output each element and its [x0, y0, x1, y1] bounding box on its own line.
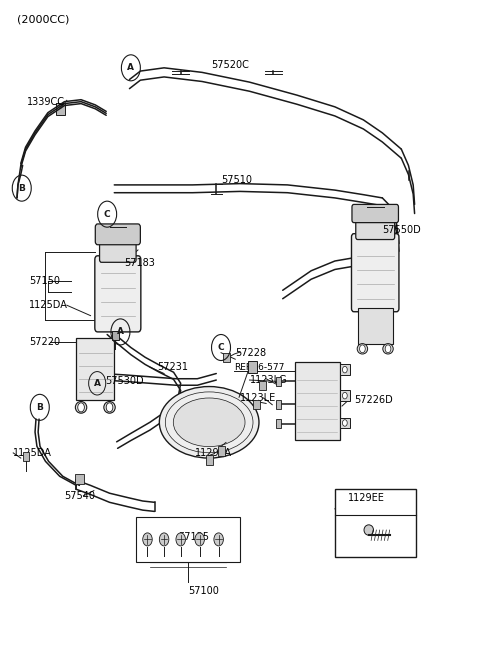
Text: 57100: 57100: [188, 586, 219, 596]
Text: 57226D: 57226D: [354, 394, 393, 405]
Bar: [76, 338, 114, 400]
Circle shape: [106, 403, 113, 412]
Bar: [259, 380, 265, 390]
Bar: [75, 474, 84, 484]
Bar: [248, 361, 256, 373]
FancyBboxPatch shape: [352, 205, 398, 222]
Text: 57550D: 57550D: [383, 226, 421, 236]
Bar: [56, 103, 65, 115]
Text: 57530D: 57530D: [105, 377, 144, 386]
Text: B: B: [36, 403, 43, 412]
Bar: [335, 489, 416, 557]
Text: C: C: [218, 343, 224, 352]
Bar: [358, 308, 393, 344]
FancyBboxPatch shape: [96, 224, 140, 245]
Circle shape: [214, 533, 223, 546]
Circle shape: [176, 533, 185, 546]
FancyBboxPatch shape: [356, 216, 395, 239]
Bar: [340, 418, 350, 428]
Text: 57220: 57220: [29, 337, 60, 347]
FancyBboxPatch shape: [95, 256, 141, 332]
Circle shape: [159, 533, 169, 546]
Circle shape: [360, 345, 365, 353]
Bar: [276, 419, 281, 428]
Circle shape: [195, 533, 204, 546]
Ellipse shape: [104, 401, 115, 413]
Bar: [340, 365, 350, 375]
Circle shape: [78, 403, 84, 412]
Bar: [340, 390, 350, 401]
Text: 1129EE: 1129EE: [348, 493, 385, 503]
Ellipse shape: [357, 344, 368, 354]
Ellipse shape: [364, 525, 373, 535]
Text: A: A: [94, 379, 101, 388]
Ellipse shape: [159, 386, 259, 458]
Ellipse shape: [383, 344, 393, 354]
Bar: [206, 455, 214, 465]
Text: 1123LG: 1123LG: [250, 375, 287, 385]
Text: A: A: [117, 327, 124, 337]
Bar: [276, 377, 281, 386]
Text: 1129LA: 1129LA: [195, 448, 232, 458]
Text: 1125DA: 1125DA: [13, 448, 52, 458]
Text: 57540: 57540: [64, 491, 96, 501]
Text: B: B: [18, 184, 25, 193]
Bar: [223, 353, 229, 362]
Text: 57150: 57150: [29, 276, 60, 286]
Bar: [112, 331, 119, 340]
Ellipse shape: [173, 398, 245, 447]
Bar: [218, 445, 225, 456]
Circle shape: [385, 345, 391, 353]
Text: 57510: 57510: [221, 174, 252, 185]
Text: 57183: 57183: [124, 258, 155, 268]
Ellipse shape: [75, 401, 87, 413]
Text: 1339CC: 1339CC: [26, 96, 64, 107]
Text: (2000CC): (2000CC): [17, 14, 70, 24]
FancyBboxPatch shape: [99, 237, 136, 262]
Text: 57135: 57135: [179, 533, 209, 543]
Bar: [23, 452, 29, 461]
Text: 57228: 57228: [235, 348, 266, 358]
Bar: [136, 517, 240, 562]
FancyBboxPatch shape: [351, 234, 399, 312]
Text: A: A: [127, 64, 134, 72]
Text: C: C: [104, 210, 110, 218]
Text: 1123LE: 1123LE: [240, 393, 276, 403]
Bar: [295, 362, 340, 440]
Text: 57231: 57231: [157, 362, 188, 372]
Circle shape: [342, 367, 347, 373]
Text: 57520C: 57520C: [212, 60, 250, 70]
Bar: [253, 400, 260, 409]
Bar: [276, 400, 281, 409]
Text: REF.56-577: REF.56-577: [234, 363, 285, 371]
Circle shape: [342, 392, 347, 399]
Circle shape: [143, 533, 152, 546]
Circle shape: [342, 420, 347, 426]
Text: 1125DA: 1125DA: [29, 300, 68, 310]
